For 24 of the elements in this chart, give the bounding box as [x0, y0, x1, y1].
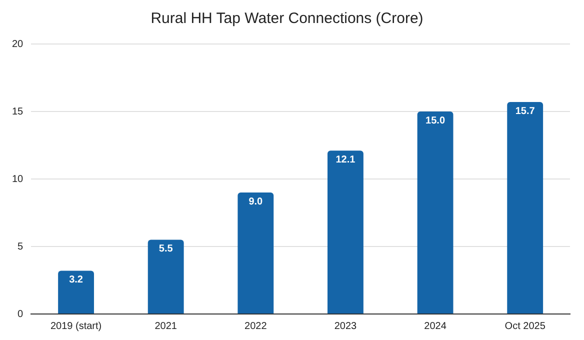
bar [507, 102, 544, 314]
x-tick-label: 2021 [154, 320, 178, 332]
bar [238, 192, 274, 314]
bar [58, 270, 94, 314]
data-label: 15.7 [515, 106, 536, 117]
y-tick-label: 10 [12, 174, 24, 185]
data-label: 12.1 [336, 154, 356, 166]
data-label: 9.0 [248, 196, 264, 208]
bar [417, 112, 454, 314]
bar [148, 240, 184, 314]
data-label: 3.2 [69, 274, 84, 286]
y-tick-label: 0 [18, 308, 24, 320]
x-tick-label: 2023 [334, 320, 358, 332]
data-label: 15.0 [426, 115, 446, 126]
data-label: 5.5 [158, 244, 174, 254]
y-tick-label: 20 [12, 38, 24, 50]
y-tick-label: 15 [12, 106, 24, 118]
y-tick-label: 5 [18, 241, 24, 252]
x-tick-label: 2019 (start) [50, 320, 102, 332]
x-tick-label: 2022 [244, 320, 268, 332]
bar [328, 150, 364, 314]
chart-title: Rural HH Tap Water Connections (Crore) [150, 10, 424, 28]
x-tick-label: Oct 2025 [504, 320, 546, 332]
x-tick-label: 2024 [424, 320, 447, 332]
